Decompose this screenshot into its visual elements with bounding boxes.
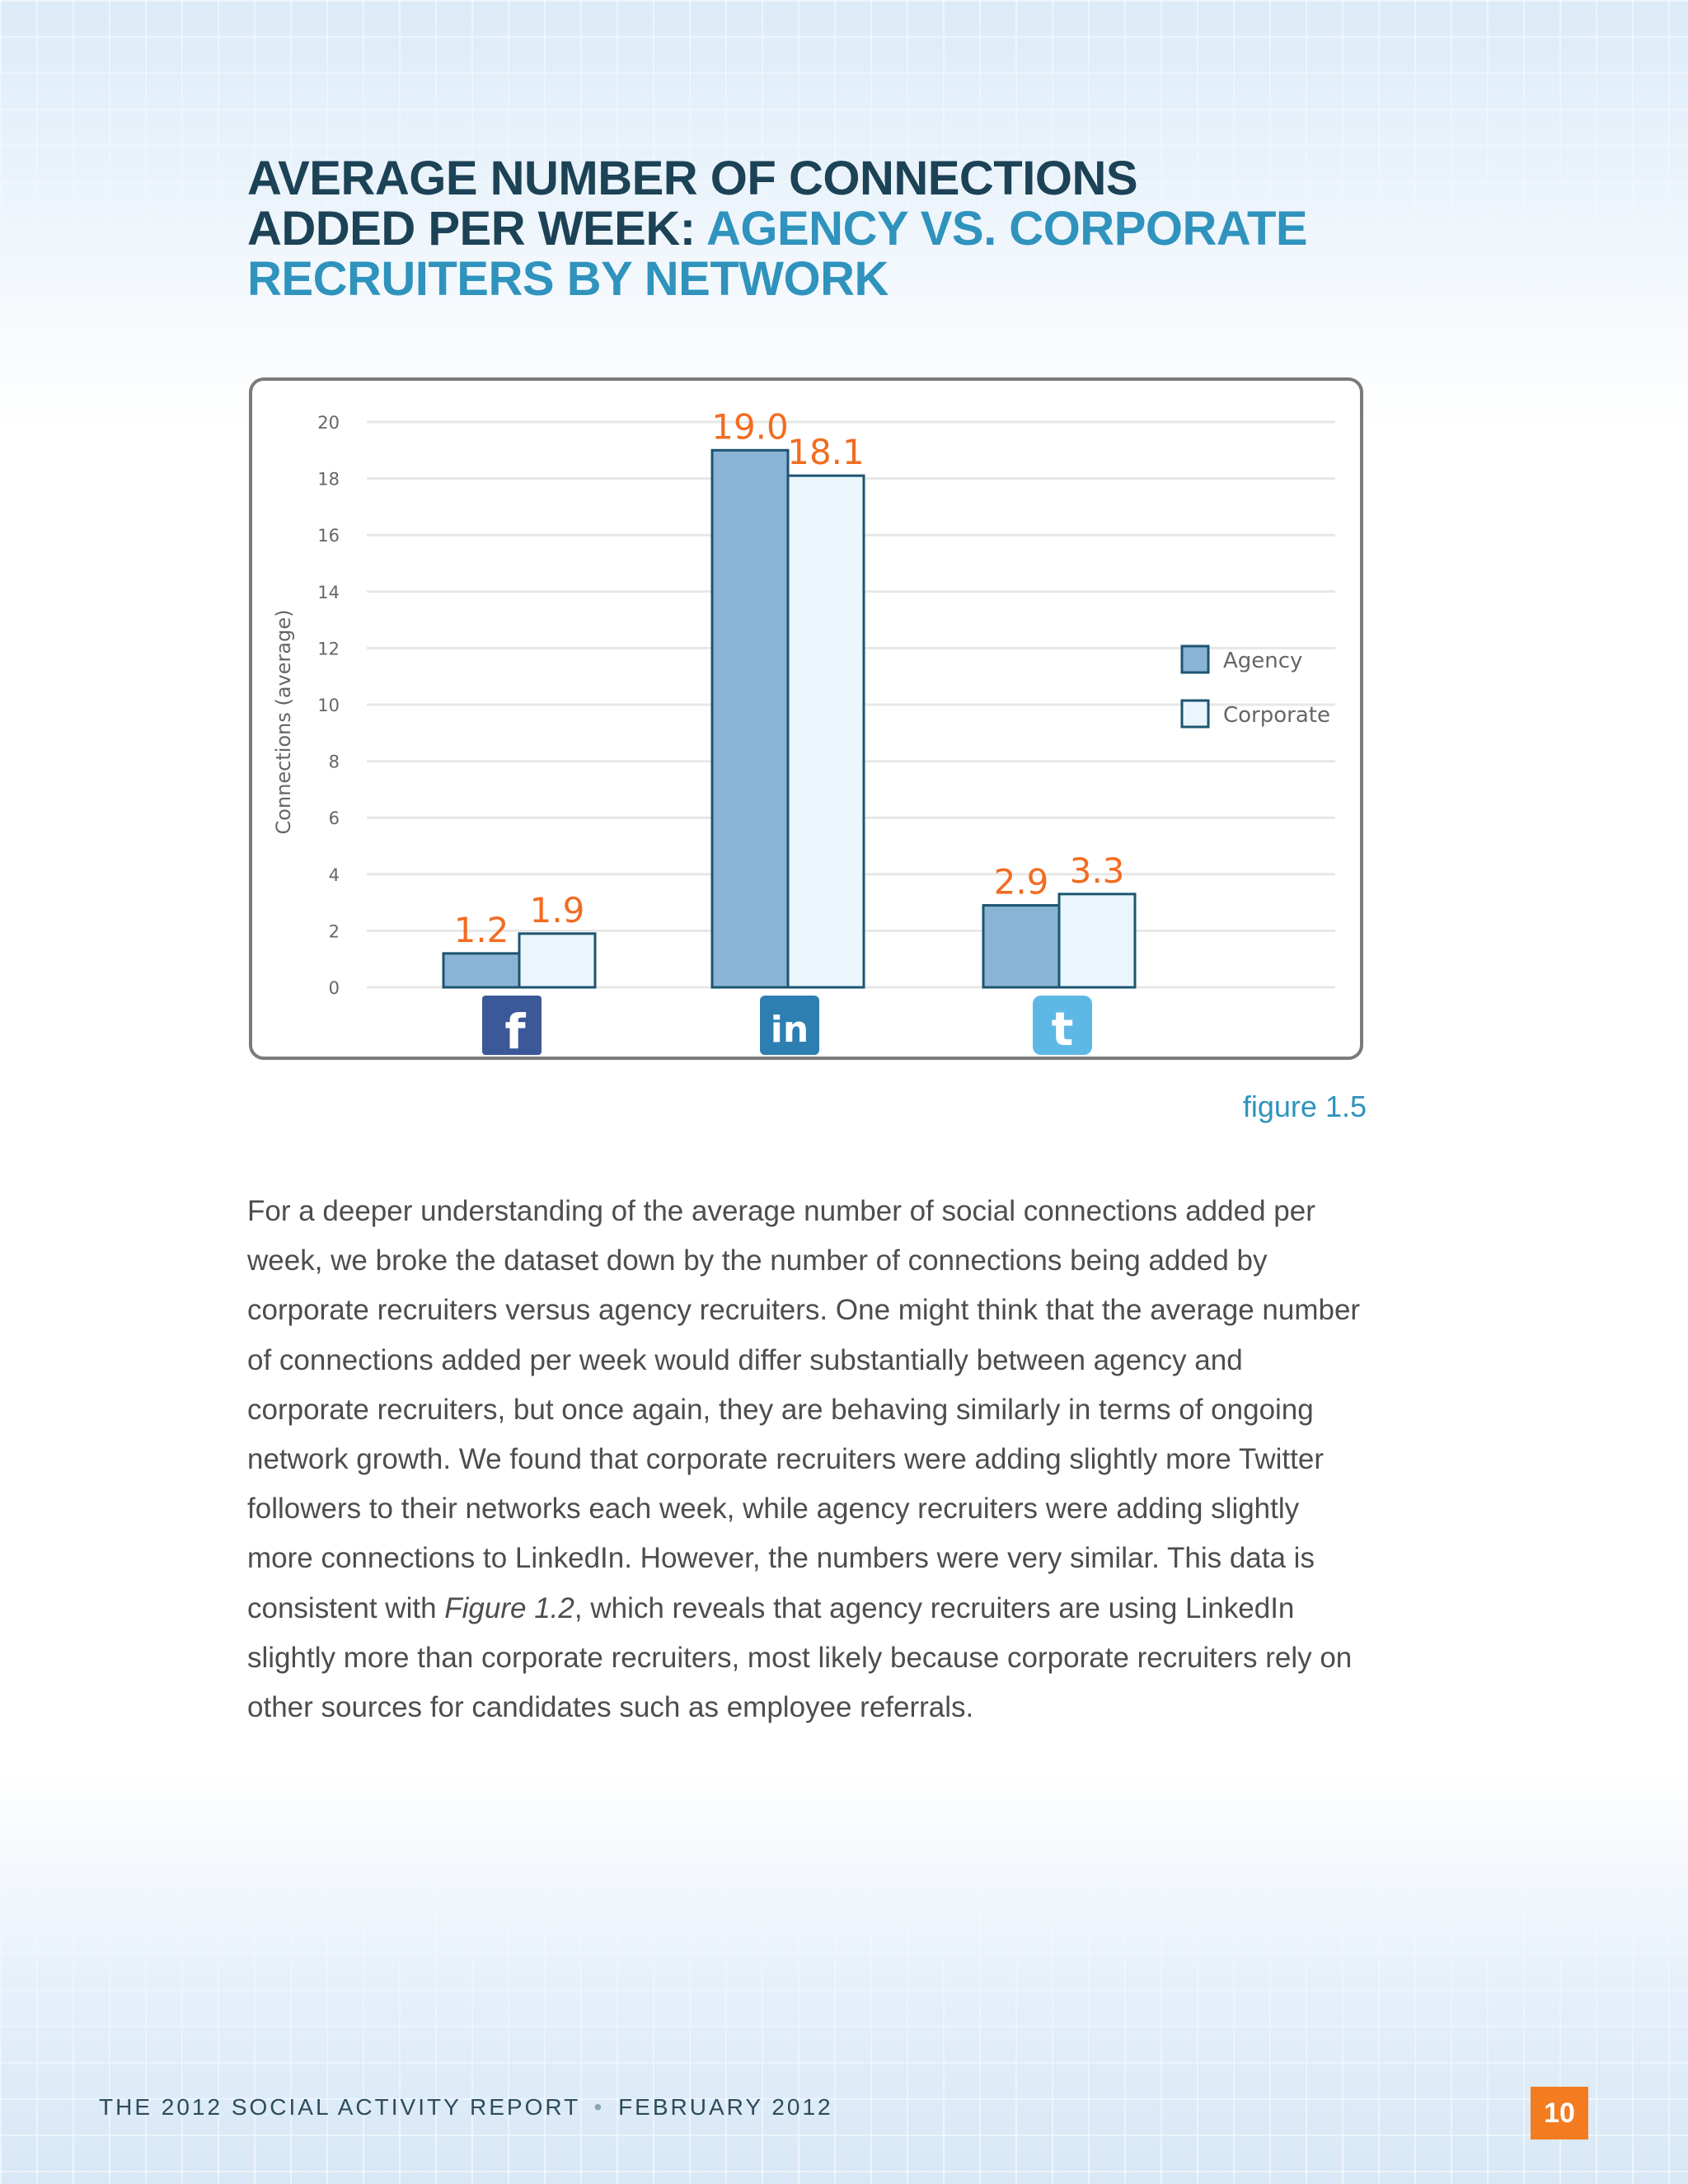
footer-separator: • xyxy=(593,2094,605,2120)
data-label: 1.2 xyxy=(454,910,509,950)
figure-caption: figure 1.5 xyxy=(1242,1090,1367,1123)
y-tick-label: 18 xyxy=(317,470,340,490)
y-tick-label: 6 xyxy=(329,808,340,828)
title-line-2-dark: ADDED PER WEEK: xyxy=(247,202,696,255)
y-tick-label: 16 xyxy=(317,526,340,546)
bar-corporate-twitter xyxy=(1057,893,1137,989)
grid-pattern-bottom xyxy=(0,1772,1688,2184)
twitter-glyph: t xyxy=(1052,1003,1074,1057)
twitter-icon xyxy=(1033,996,1092,1055)
linkedin-icon xyxy=(760,996,819,1055)
data-label: 2.9 xyxy=(994,862,1049,902)
y-tick-label: 12 xyxy=(317,639,340,658)
title-line-3: RECRUITERS BY NETWORK xyxy=(247,252,889,306)
legend-swatch-agency xyxy=(1180,644,1210,674)
y-tick-label: 4 xyxy=(329,865,340,885)
grid-pattern-top xyxy=(0,0,1688,313)
figure-reference: Figure 1.2 xyxy=(444,1591,574,1624)
bar-agency-facebook xyxy=(442,952,521,989)
legend-label-agency: Agency xyxy=(1223,649,1302,673)
y-axis-label: Connections (average) xyxy=(272,610,295,835)
footer-report-title: THE 2012 SOCIAL ACTIVITY REPORT • FEBRUA… xyxy=(99,2094,833,2121)
body-text-part-2: , which reveals that agency recruiters a… xyxy=(247,1591,1353,1724)
facebook-glyph: f xyxy=(504,1004,526,1060)
linkedin-glyph: in xyxy=(771,1009,809,1051)
y-tick-label: 20 xyxy=(317,413,340,433)
y-tick-label: 0 xyxy=(329,978,340,998)
bar-corporate-facebook xyxy=(518,932,597,989)
y-tick-label: 2 xyxy=(329,921,340,941)
body-text-part-1: For a deeper understanding of the averag… xyxy=(247,1195,1361,1624)
page-title: AVERAGE NUMBER OF CONNECTIONS ADDED PER … xyxy=(247,153,1401,304)
bar-corporate-linkedin xyxy=(786,474,865,989)
y-tick-label: 10 xyxy=(317,696,340,715)
footer-left: THE 2012 SOCIAL ACTIVITY REPORT xyxy=(99,2094,580,2120)
title-line-1: AVERAGE NUMBER OF CONNECTIONS xyxy=(247,152,1138,205)
data-label: 18.1 xyxy=(787,432,865,472)
bar-agency-linkedin xyxy=(710,448,790,989)
bar-agency-twitter xyxy=(982,904,1061,989)
title-line-2-light: AGENCY VS. CORPORATE xyxy=(706,202,1308,255)
legend-label-corporate: Corporate xyxy=(1223,703,1330,728)
data-label: 3.3 xyxy=(1070,851,1125,891)
legend-swatch-corporate xyxy=(1180,699,1210,729)
data-label: 19.0 xyxy=(711,406,789,447)
body-paragraph: For a deeper understanding of the averag… xyxy=(247,1187,1368,1732)
facebook-icon xyxy=(482,996,542,1055)
y-tick-label: 8 xyxy=(329,752,340,772)
footer-right: FEBRUARY 2012 xyxy=(618,2094,833,2120)
data-label: 1.9 xyxy=(530,890,585,930)
y-tick-label: 14 xyxy=(317,583,340,602)
page-number: 10 xyxy=(1531,2087,1588,2139)
